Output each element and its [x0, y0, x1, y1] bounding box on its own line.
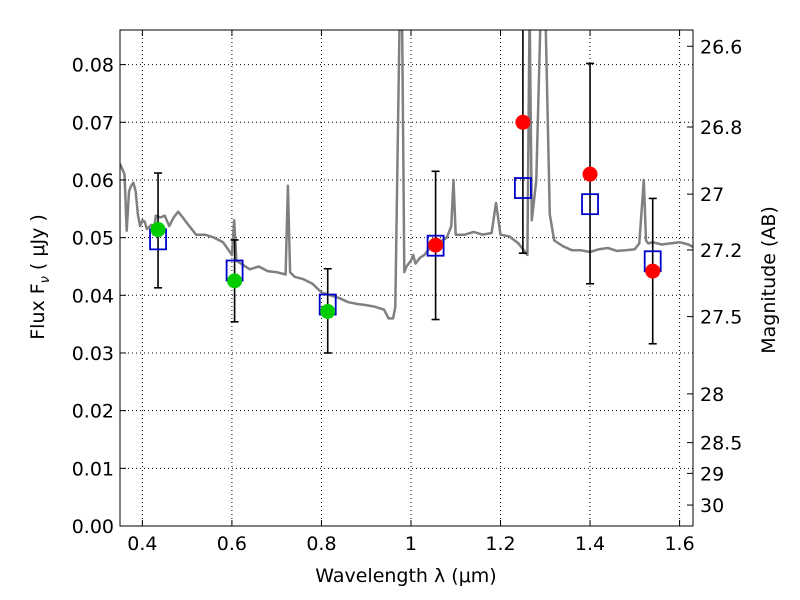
y-axis-label-unit: ( μJy ) — [27, 214, 49, 270]
x-tick-label: 1 — [405, 533, 417, 555]
spectrum-layer — [120, 30, 693, 320]
right-tick-label: 28.5 — [700, 433, 742, 455]
y-tick-label: 0.08 — [72, 55, 114, 77]
x-axis-label: Wavelength λ (μm) — [315, 565, 496, 587]
right-axis-label: Magnitude (AB) — [758, 206, 780, 354]
y-tick-label: 0.00 — [72, 516, 114, 538]
y-tick-label: 0.04 — [72, 285, 114, 307]
right-tick-label: 29 — [700, 463, 724, 485]
y-tick-label: 0.06 — [72, 170, 114, 192]
model-layer — [149, 177, 662, 316]
axis-ticks: 0.4 0.6 0.8 1 1.2 1.4 1.6 0.00 0.01 0.02 0.03 0.04 0… — [72, 30, 742, 555]
y-axis-label: Flux Fν ( μJy ) — [27, 214, 53, 340]
y-tick-label: 0.02 — [72, 401, 114, 423]
right-tick-label: 27 — [700, 184, 724, 206]
right-tick-label: 26.8 — [700, 117, 742, 139]
right-tick-label: 27.2 — [700, 240, 742, 262]
y-tick-label: 0.05 — [72, 228, 114, 250]
y-axis-label-subscript: ν — [38, 276, 53, 283]
observed-points-layer — [150, 114, 661, 319]
right-tick-label: 26.6 — [700, 36, 742, 58]
model-box — [426, 234, 445, 257]
observed-point — [645, 263, 661, 279]
x-tick-label: 1.2 — [485, 533, 515, 555]
y-axis-label-text: Flux F — [27, 283, 49, 339]
x-tick-label: 1.6 — [664, 533, 694, 555]
observed-point — [320, 303, 336, 319]
observed-point — [582, 166, 598, 182]
x-tick-label: 1.4 — [575, 533, 605, 555]
model-box — [581, 193, 599, 216]
y-tick-label: 0.03 — [72, 343, 114, 365]
spectrum-line — [120, 30, 693, 320]
x-tick-label: 0.6 — [217, 533, 247, 555]
x-tick-label: 0.8 — [306, 533, 336, 555]
right-tick-label: 28 — [700, 384, 724, 406]
plot-frame — [119, 29, 694, 527]
right-tick-label: 30 — [700, 495, 724, 517]
x-tick-label: 0.4 — [127, 533, 157, 555]
observed-point — [515, 114, 531, 130]
observed-point — [428, 237, 444, 253]
y-tick-label: 0.01 — [72, 458, 114, 480]
y-tick-label: 0.07 — [72, 112, 114, 134]
right-tick-label: 27.5 — [700, 307, 742, 329]
observed-point — [227, 273, 243, 289]
model-box — [513, 177, 532, 199]
observed-point — [150, 222, 166, 238]
